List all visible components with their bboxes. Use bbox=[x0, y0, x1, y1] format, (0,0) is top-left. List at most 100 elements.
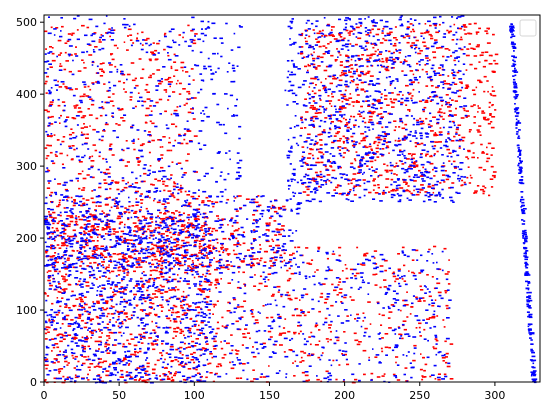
blue-point bbox=[138, 222, 143, 225]
blue-point bbox=[45, 353, 49, 356]
red-point bbox=[55, 314, 59, 316]
red-point bbox=[383, 373, 386, 375]
red-point bbox=[339, 36, 343, 38]
blue-point bbox=[201, 261, 204, 264]
blue-point bbox=[183, 256, 187, 259]
red-point bbox=[467, 157, 470, 160]
red-point bbox=[136, 32, 139, 35]
blue-point bbox=[44, 221, 47, 224]
blue-point bbox=[79, 232, 83, 234]
red-point bbox=[65, 318, 69, 321]
blue-point bbox=[88, 265, 92, 268]
red-point bbox=[322, 87, 325, 90]
red-point bbox=[124, 165, 128, 167]
red-point bbox=[174, 359, 178, 361]
blue-point bbox=[430, 99, 434, 101]
blue-point bbox=[161, 227, 164, 230]
blue-point bbox=[52, 99, 54, 102]
red-point bbox=[292, 252, 295, 255]
red-point bbox=[181, 228, 185, 231]
red-point bbox=[403, 59, 406, 61]
blue-point bbox=[328, 33, 331, 35]
blue-point bbox=[148, 262, 151, 264]
red-point bbox=[395, 189, 399, 191]
blue-point bbox=[98, 362, 100, 365]
red-point bbox=[482, 185, 485, 188]
red-point bbox=[334, 59, 338, 61]
red-point bbox=[348, 97, 353, 99]
red-point bbox=[339, 61, 343, 63]
blue-point bbox=[364, 40, 369, 43]
blue-point bbox=[56, 300, 59, 302]
blue-point bbox=[156, 242, 160, 244]
blue-point bbox=[109, 295, 114, 298]
red-point bbox=[439, 182, 442, 184]
blue-point bbox=[192, 107, 194, 109]
red-point bbox=[331, 253, 336, 255]
red-point bbox=[438, 141, 442, 143]
red-point bbox=[445, 304, 449, 307]
red-point bbox=[174, 289, 176, 292]
blue-point bbox=[77, 323, 80, 325]
blue-point bbox=[156, 286, 159, 288]
red-point bbox=[246, 249, 250, 251]
blue-point bbox=[194, 271, 198, 273]
red-point bbox=[179, 320, 182, 323]
blue-point bbox=[142, 39, 145, 41]
red-point bbox=[353, 29, 356, 31]
red-point bbox=[152, 247, 154, 250]
blue-point bbox=[116, 136, 119, 139]
red-point bbox=[91, 214, 95, 216]
blue-point bbox=[208, 239, 210, 242]
blue-point bbox=[210, 252, 213, 254]
red-point bbox=[296, 314, 300, 317]
red-point bbox=[137, 227, 141, 229]
red-point bbox=[366, 59, 370, 62]
blue-point bbox=[186, 376, 191, 379]
red-point bbox=[360, 25, 362, 27]
red-point bbox=[136, 367, 141, 369]
blue-point bbox=[86, 50, 89, 53]
red-point bbox=[278, 233, 282, 236]
blue-point bbox=[140, 322, 144, 324]
red-point bbox=[187, 130, 191, 132]
blue-point bbox=[70, 208, 74, 210]
red-point bbox=[382, 193, 385, 195]
blue-point bbox=[150, 253, 153, 255]
red-point bbox=[82, 187, 86, 189]
blue-point bbox=[146, 286, 150, 289]
red-point bbox=[136, 351, 139, 354]
red-point bbox=[89, 369, 91, 371]
blue-point bbox=[137, 341, 141, 343]
red-point bbox=[413, 166, 416, 168]
red-point bbox=[226, 198, 230, 201]
red-point bbox=[81, 246, 86, 248]
blue-point bbox=[118, 326, 122, 329]
red-point bbox=[431, 184, 435, 187]
red-point bbox=[182, 69, 184, 72]
red-point bbox=[333, 135, 337, 137]
red-point bbox=[373, 153, 376, 155]
red-point bbox=[98, 186, 102, 189]
red-point bbox=[322, 45, 326, 47]
red-point bbox=[235, 210, 239, 212]
blue-point bbox=[200, 88, 203, 91]
red-point bbox=[367, 105, 371, 107]
red-point bbox=[423, 106, 427, 109]
red-point bbox=[141, 143, 145, 145]
blue-point bbox=[436, 121, 440, 124]
red-point bbox=[142, 298, 145, 300]
red-point bbox=[446, 148, 450, 151]
blue-point bbox=[170, 242, 174, 244]
red-point bbox=[167, 81, 171, 83]
red-point bbox=[56, 205, 60, 208]
blue-point bbox=[44, 360, 49, 363]
blue-point bbox=[197, 179, 201, 181]
blue-point bbox=[75, 368, 80, 371]
red-point bbox=[451, 99, 454, 101]
red-point bbox=[333, 189, 336, 191]
red-point bbox=[166, 202, 170, 204]
red-point bbox=[450, 140, 455, 142]
red-point bbox=[450, 55, 453, 57]
blue-point bbox=[60, 17, 63, 19]
